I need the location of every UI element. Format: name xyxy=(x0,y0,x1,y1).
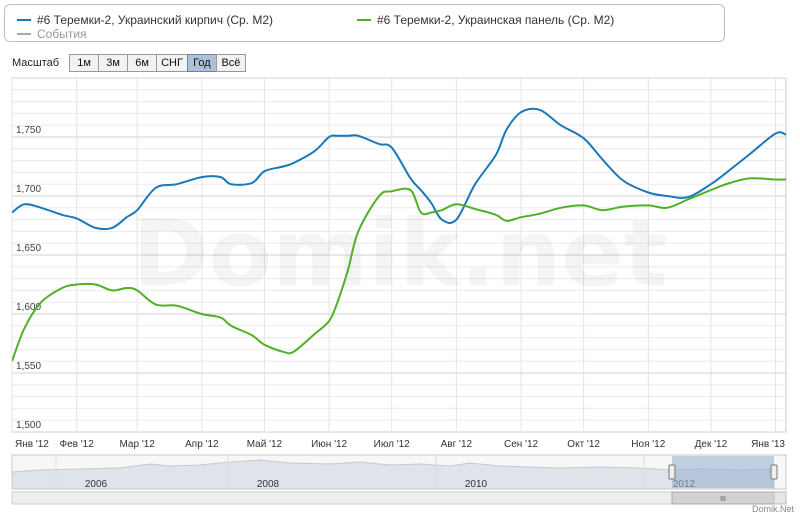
y-tick-label: 1,600 xyxy=(16,302,41,313)
x-tick-label: Янв '13 xyxy=(751,439,785,450)
scale-buttons: 1м 3м 6м СНГ Год Всё xyxy=(69,54,246,72)
navigator-selection[interactable] xyxy=(672,456,774,488)
y-tick-label: 1,750 xyxy=(16,125,41,136)
legend-swatch-series1 xyxy=(17,19,31,21)
scale-button-2[interactable]: 6м xyxy=(127,54,158,72)
series-line-1 xyxy=(12,107,786,231)
scale-button-5[interactable]: Всё xyxy=(215,54,246,72)
x-tick-label: Мар '12 xyxy=(119,439,155,450)
x-tick-label: Ноя '12 xyxy=(631,439,665,450)
navigator-handle-left[interactable] xyxy=(668,464,676,480)
legend-item-series1[interactable]: #6 Теремки-2, Украинский кирпич (Ср. М2) xyxy=(17,13,273,27)
scrollbar-grip: III xyxy=(720,496,726,503)
navigator-year-label: 2008 xyxy=(257,479,280,490)
y-tick-label: 1,550 xyxy=(16,361,41,372)
legend-swatch-events xyxy=(17,33,31,35)
x-tick-label: Дек '12 xyxy=(695,439,728,450)
x-tick-label: Окт '12 xyxy=(567,439,600,450)
legend-item-series2[interactable]: #6 Теремки-2, Украинская панель (Ср. М2) xyxy=(357,13,614,27)
legend: #6 Теремки-2, Украинский кирпич (Ср. М2)… xyxy=(4,4,725,42)
x-tick-label: Апр '12 xyxy=(185,439,219,450)
credit: Domik.Net xyxy=(751,504,794,514)
x-tick-label: Янв '12 xyxy=(15,439,49,450)
x-tick-label: Июл '12 xyxy=(374,439,411,450)
y-tick-label: 1,700 xyxy=(16,184,41,195)
legend-label-series2: #6 Теремки-2, Украинская панель (Ср. М2) xyxy=(377,13,615,27)
scale-selector: Масштаб 1м 3м 6м СНГ Год Всё xyxy=(12,54,246,72)
x-tick-label: Сен '12 xyxy=(504,439,539,450)
y-tick-label: 1,500 xyxy=(16,420,41,431)
navigator-handle-right[interactable] xyxy=(770,464,778,480)
scale-label: Масштаб xyxy=(12,57,60,69)
x-tick-label: Июн '12 xyxy=(311,439,347,450)
navigator-year-label: 2010 xyxy=(465,479,488,490)
x-tick-label: Авг '12 xyxy=(441,439,473,450)
navigator-year-label: 2006 xyxy=(85,479,108,490)
watermark: Domik.net xyxy=(133,200,668,307)
x-tick-label: Май '12 xyxy=(247,439,283,450)
scale-button-0[interactable]: 1м xyxy=(69,54,100,72)
legend-item-events[interactable]: События xyxy=(17,27,87,41)
legend-label-series1: #6 Теремки-2, Украинский кирпич (Ср. М2) xyxy=(37,13,273,27)
y-tick-label: 1,650 xyxy=(16,243,41,254)
legend-swatch-series2 xyxy=(357,19,371,21)
scrollbar-arrow-right[interactable] xyxy=(773,491,787,505)
scale-button-4[interactable]: Год xyxy=(186,54,217,72)
scrollbar-track[interactable] xyxy=(11,491,787,505)
x-tick-label: Фев '12 xyxy=(60,439,95,450)
series-line-2 xyxy=(12,177,786,362)
legend-label-events: События xyxy=(37,27,87,41)
scale-button-3[interactable]: СНГ xyxy=(156,54,188,72)
